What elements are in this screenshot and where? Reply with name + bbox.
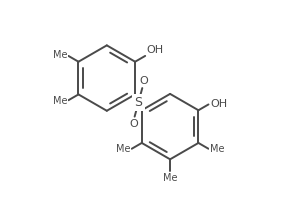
Text: OH: OH xyxy=(147,45,164,55)
Text: Me: Me xyxy=(116,144,131,154)
Text: O: O xyxy=(129,119,138,129)
Text: S: S xyxy=(134,96,142,109)
Text: O: O xyxy=(139,76,148,85)
Text: Me: Me xyxy=(209,144,224,154)
Text: Me: Me xyxy=(163,173,177,183)
Text: Me: Me xyxy=(53,50,67,61)
Text: Me: Me xyxy=(53,96,67,106)
Text: OH: OH xyxy=(210,99,227,109)
